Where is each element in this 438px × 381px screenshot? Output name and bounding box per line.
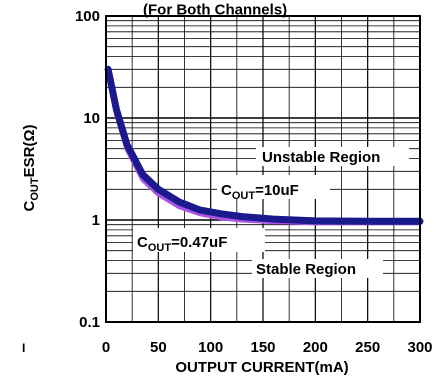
y-tick-label: 0.1 <box>79 314 100 331</box>
x-tick-label: 100 <box>198 339 223 356</box>
chart-title: (For Both Channels) <box>143 1 287 18</box>
legend-label-10uf-text: COUT=10uF <box>221 182 299 202</box>
y-axis-label: COUTESR(Ω) <box>21 125 41 212</box>
annotation-unstable: Unstable Region <box>256 147 409 166</box>
x-tick-label: 150 <box>250 339 275 356</box>
series-layer <box>104 65 424 226</box>
x-tick-label: 300 <box>407 339 432 356</box>
y-axis-label-main: C <box>21 200 38 211</box>
legend-label-047uf-text: COUT=0.47uF <box>137 234 227 254</box>
x-tick-label: 250 <box>355 339 380 356</box>
annotation-stable: Stable Region <box>252 259 383 278</box>
plot-frame <box>105 15 421 323</box>
annotation-stable-text: Stable Region <box>256 261 356 278</box>
y-axis-label-rest: ESR(Ω) <box>21 125 38 178</box>
x-tick-labels: 0 50 100 150 200 250 300 <box>102 339 433 356</box>
y-tick-label: 100 <box>75 8 100 25</box>
page-note: I <box>22 341 25 355</box>
x-axis-label: OUTPUT CURRENT(mA) <box>175 359 348 376</box>
x-tick-label: 50 <box>150 339 167 356</box>
y-axis-label-sub: OUT <box>29 177 41 201</box>
x-tick-label: 200 <box>303 339 328 356</box>
y-tick-labels: 0.1 1 10 100 <box>75 8 100 331</box>
y-tick-label: 10 <box>83 110 100 127</box>
series-line-0 <box>104 65 424 225</box>
legend-label-10uf: COUT=10uF <box>217 175 330 202</box>
x-tick-label: 0 <box>102 339 110 356</box>
y-tick-label: 1 <box>92 212 100 229</box>
legend-label-047uf: COUT=0.47uF <box>133 228 265 254</box>
annotation-unstable-text: Unstable Region <box>262 149 380 166</box>
